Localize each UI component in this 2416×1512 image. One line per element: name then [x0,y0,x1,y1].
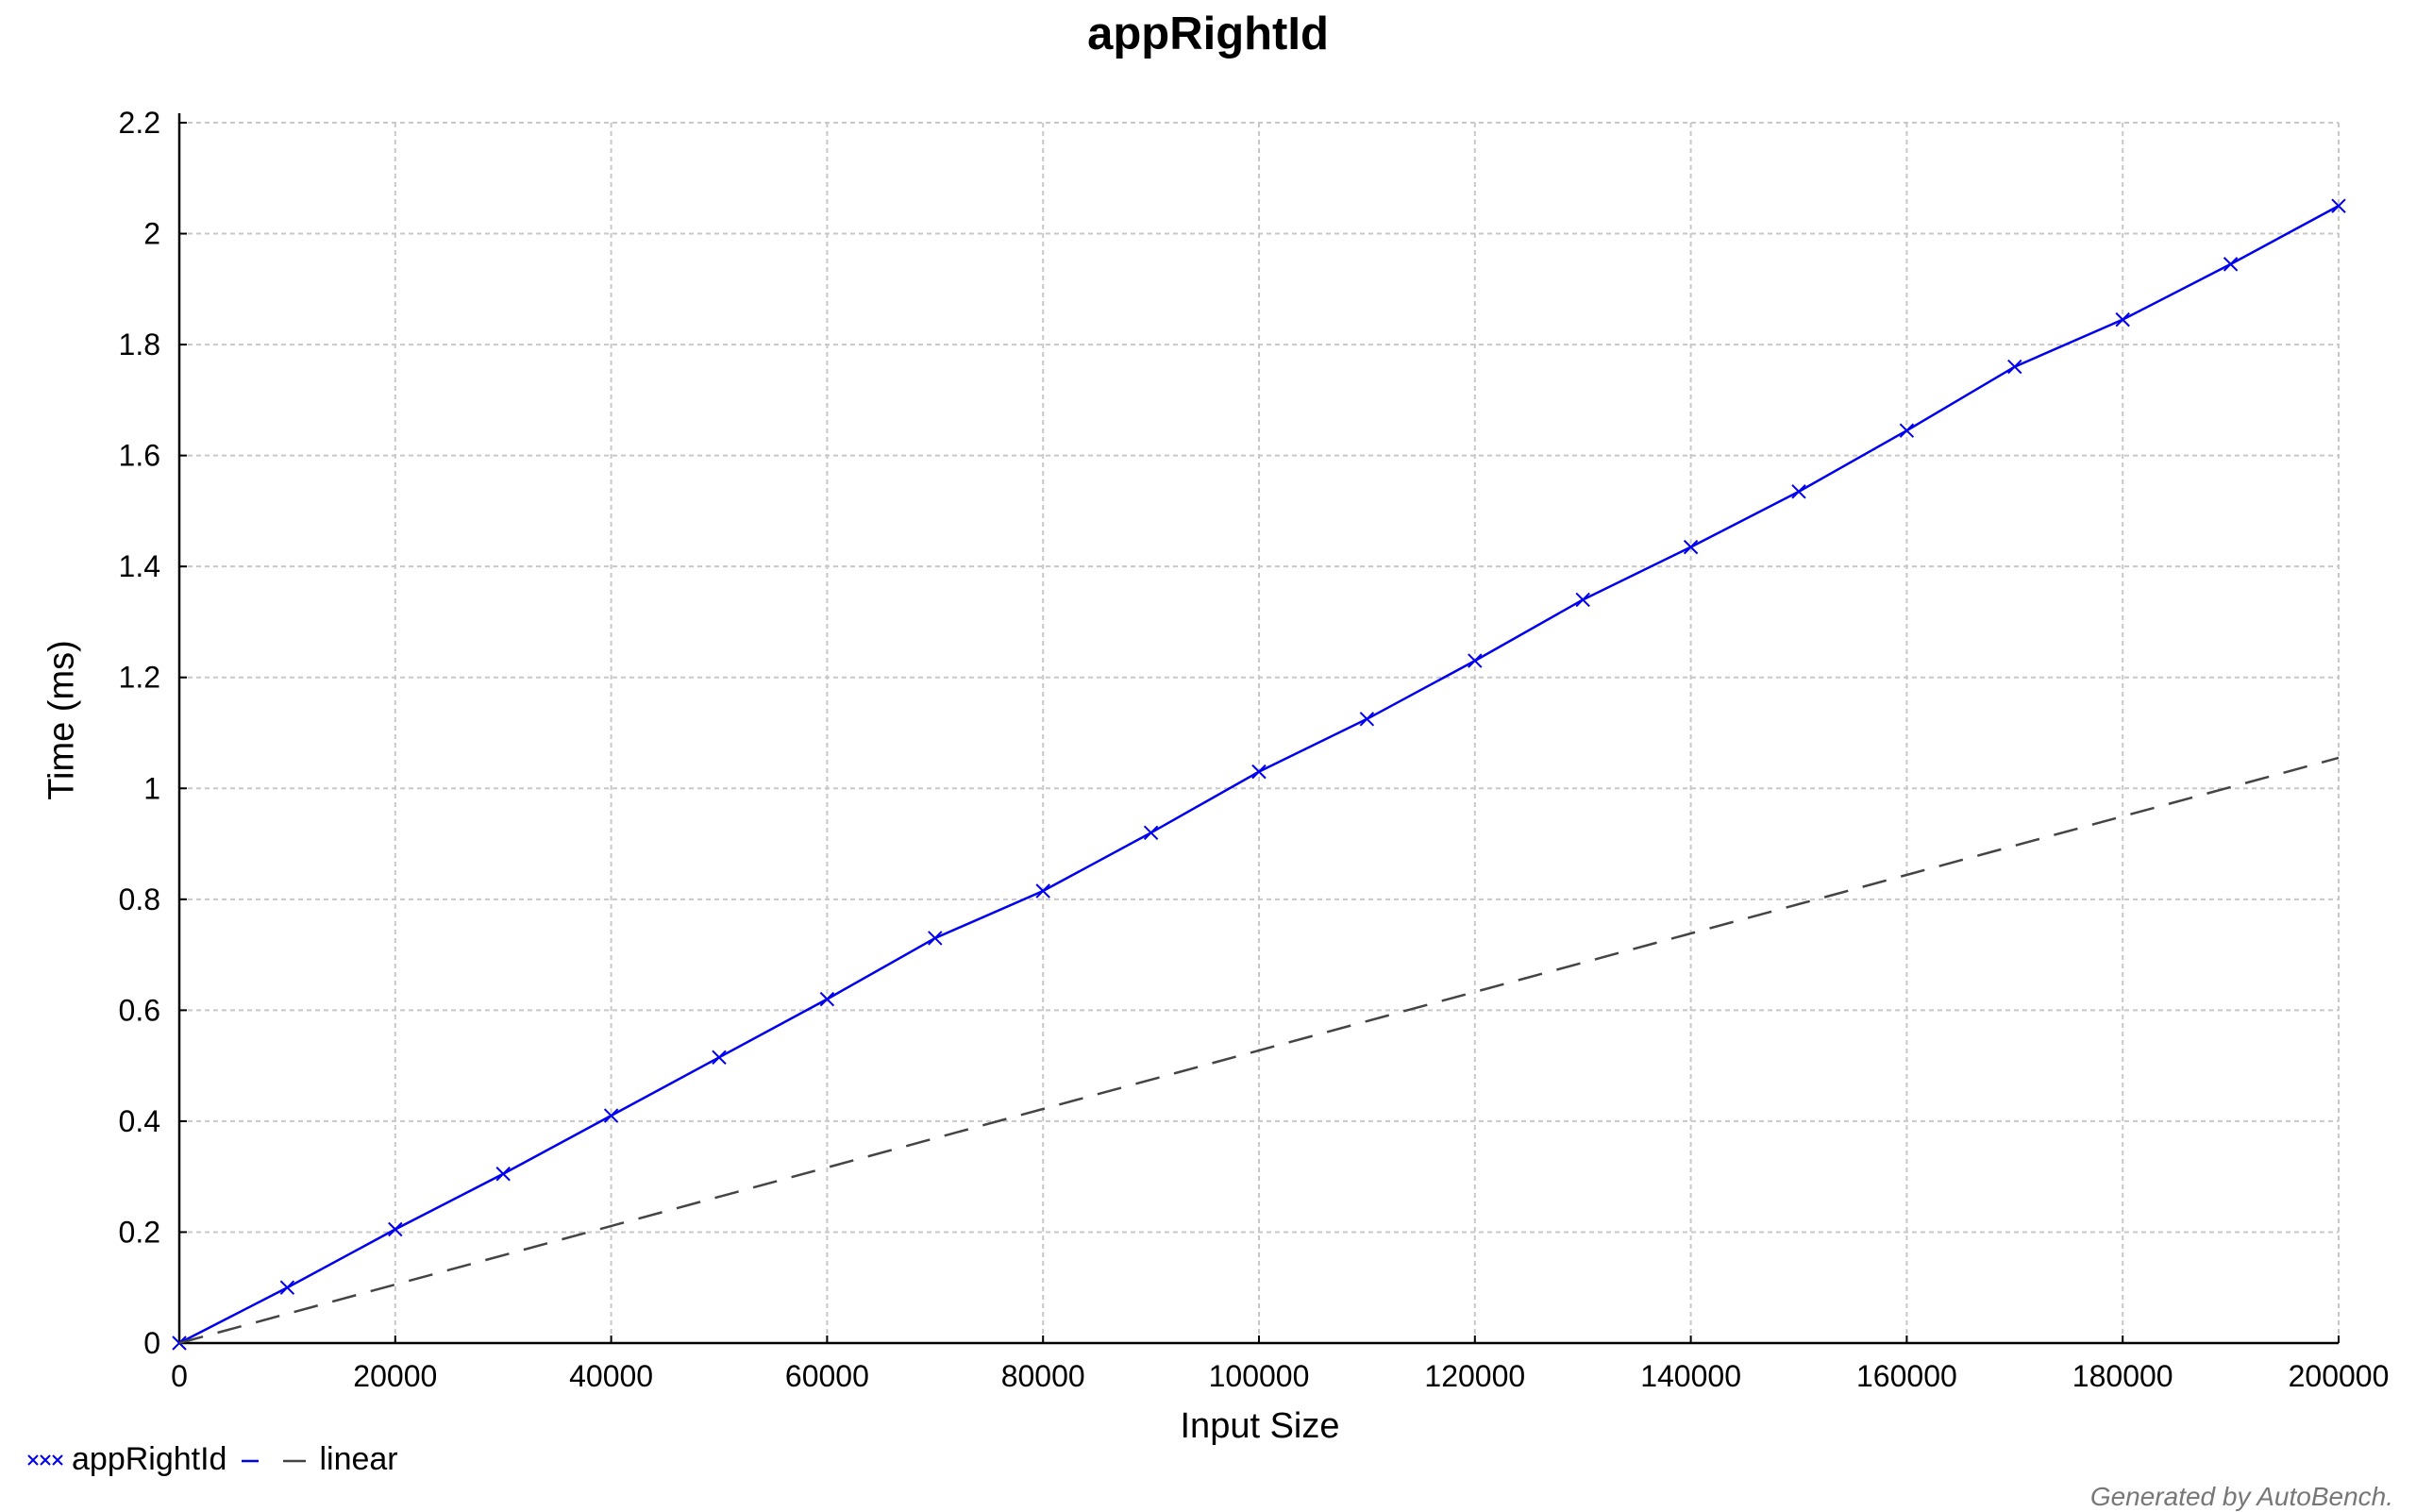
data-point [928,931,943,946]
legend-dash-icon [242,1459,307,1462]
legend-label-linear: linear [319,1441,398,1477]
data-point [2223,257,2239,272]
x-tick-label: 200000 [2289,1359,2390,1393]
chart-grid [179,122,2340,1343]
y-tick-label: 1.4 [119,549,160,583]
data-point [2007,359,2022,375]
data-point [2331,198,2346,213]
data-point [603,1108,619,1123]
x-tick-label: 180000 [2072,1359,2173,1393]
x-tick-label: 20000 [353,1359,437,1393]
legend-item-apprightid: appRightId [26,1441,226,1478]
y-tick-label: 2 [143,217,160,251]
chart-series [172,198,2346,1351]
data-point [279,1280,295,1295]
y-tick-label: 1.6 [119,439,160,473]
data-point [1359,712,1375,727]
data-point [1143,825,1159,840]
x-tick-label: 40000 [569,1359,653,1393]
data-point [2115,311,2130,328]
x-tick-label: 140000 [1640,1359,1741,1393]
x-tick-label: 120000 [1424,1359,1525,1393]
y-tick-label: 0.4 [119,1104,160,1138]
data-point [1899,423,1915,438]
y-tick-label: 0 [143,1326,160,1360]
data-point [1468,653,1483,668]
footer-credit: Generated by AutoBench. [2089,1482,2393,1511]
data-point [495,1167,511,1182]
y-tick-label: 1.8 [119,328,160,361]
legend-marker-icon [27,1453,63,1466]
chart-title: appRightId [1087,8,1329,59]
y-axis-label: Time (ms) [42,640,82,800]
x-tick-label: 100000 [1209,1359,1310,1393]
data-point [1575,592,1590,608]
data-point [1683,539,1699,555]
y-tick-label: 1 [143,771,160,805]
data-point [819,991,835,1007]
chart-legend: appRightId linear [26,1441,411,1478]
x-axis-label: Input Size [1180,1406,1340,1446]
data-point [388,1221,403,1237]
data-point [712,1050,727,1066]
series-line-apprightid [178,205,2340,1345]
data-point [1035,883,1050,899]
data-point [1791,484,1806,499]
data-point [1251,764,1267,780]
y-tick-label: 0.2 [119,1215,160,1249]
y-tick-label: 2.2 [119,106,160,140]
legend-label-apprightid: appRightId [72,1441,227,1477]
x-tick-label: 0 [171,1359,188,1393]
x-tick-label: 60000 [785,1359,869,1393]
series-line-linear [178,756,2340,1345]
chart-ticks: 0 20000 40000 60000 80000 100000 120000 140000 1… [119,106,2390,1393]
x-tick-label: 160000 [1856,1359,1957,1393]
x-tick-label: 80000 [1001,1359,1085,1393]
legend-item-linear: linear [240,1441,398,1478]
y-tick-label: 0.6 [119,993,160,1027]
y-tick-label: 1.2 [119,661,160,695]
y-tick-label: 0.8 [119,882,160,916]
